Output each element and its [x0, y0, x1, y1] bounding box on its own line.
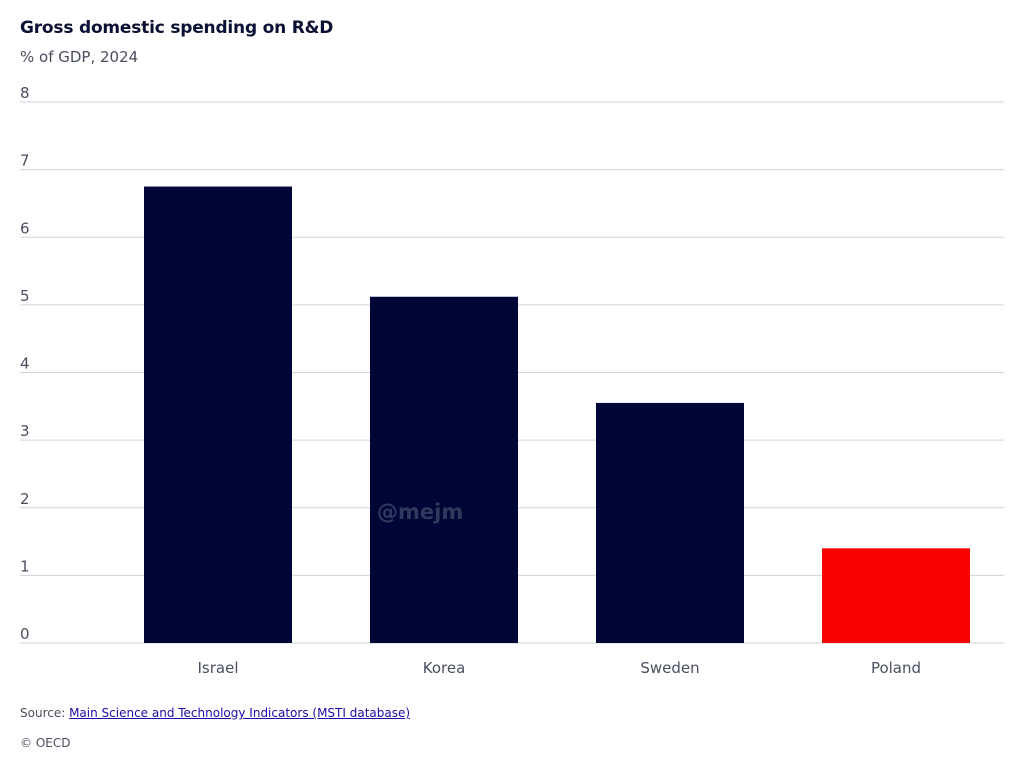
chart-subtitle: % of GDP, 2024	[20, 48, 139, 66]
y-tick-label: 8	[20, 84, 30, 102]
source-link[interactable]: Main Science and Technology Indicators (…	[69, 706, 411, 720]
y-tick-label: 3	[20, 422, 30, 440]
bar-korea	[370, 296, 518, 643]
y-tick-label: 4	[20, 355, 30, 373]
y-tick-label: 6	[20, 219, 30, 237]
y-tick-label: 0	[20, 625, 30, 643]
y-tick-label: 5	[20, 287, 30, 305]
y-tick-label: 2	[20, 490, 30, 508]
bar-poland	[822, 548, 970, 643]
watermark: @mejm	[377, 500, 464, 524]
y-tick-label: 1	[20, 557, 30, 575]
x-tick-label: Korea	[423, 659, 466, 677]
bar-chart: 0 1 2 3 4 5 6 7 8 Israel Korea Sweden Poland	[20, 84, 1004, 677]
x-tick-label: Poland	[871, 659, 921, 677]
source-line: Source: Main Science and Technology Indi…	[20, 706, 410, 720]
x-tick-label: Sweden	[640, 659, 699, 677]
source-prefix: Source:	[20, 706, 70, 720]
y-tick-label: 7	[20, 152, 30, 170]
bar-sweden	[596, 402, 744, 643]
chart-title: Gross domestic spending on R&D	[20, 18, 334, 38]
bar-israel	[144, 186, 292, 643]
copyright: © OECD	[20, 736, 71, 750]
x-tick-label: Israel	[198, 659, 239, 677]
